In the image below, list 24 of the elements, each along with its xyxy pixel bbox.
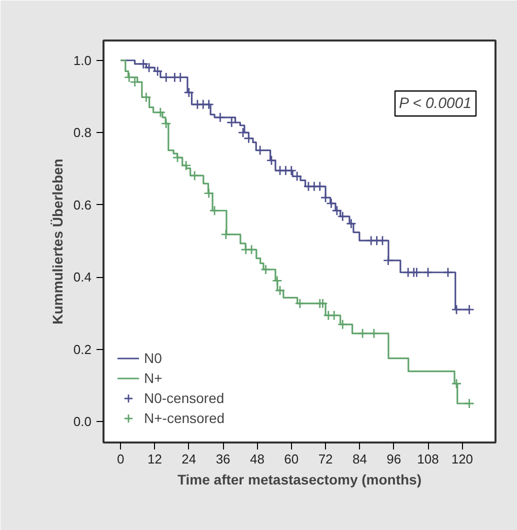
x-tick-label: 36 [216,452,230,466]
x-tick-label: 96 [386,452,402,466]
legend-label: N0 [144,350,163,366]
x-tick-label: 48 [250,452,264,466]
y-tick-label: 1.0 [73,52,92,68]
y-axis-title: Kummuliertes Überleben [49,158,66,324]
annotation: P < 0.0001 [399,95,472,112]
x-tick-label: 108 [417,452,439,466]
x-tick-label: 84 [352,452,367,466]
x-axis-title: Time after metastasectomy (months) [177,472,422,488]
x-tick-label: 60 [284,452,299,466]
legend-label: N+-censored [144,410,225,426]
y-tick-label: 0.0 [73,414,92,430]
legend-label: N0-censored [144,390,224,406]
x-tick-label: 0 [116,452,124,466]
y-tick-label: 0.6 [73,197,92,212]
x-tick-label: 12 [148,452,162,466]
legend-label: N+ [144,370,164,386]
x-tick-label: 120 [451,452,474,466]
x-tick-label: 24 [182,452,196,466]
y-tick-label: 0.4 [73,270,92,285]
y-tick-label: 0.2 [73,342,92,357]
x-tick-label: 72 [318,452,333,466]
y-tick-label: 0.8 [73,125,92,140]
